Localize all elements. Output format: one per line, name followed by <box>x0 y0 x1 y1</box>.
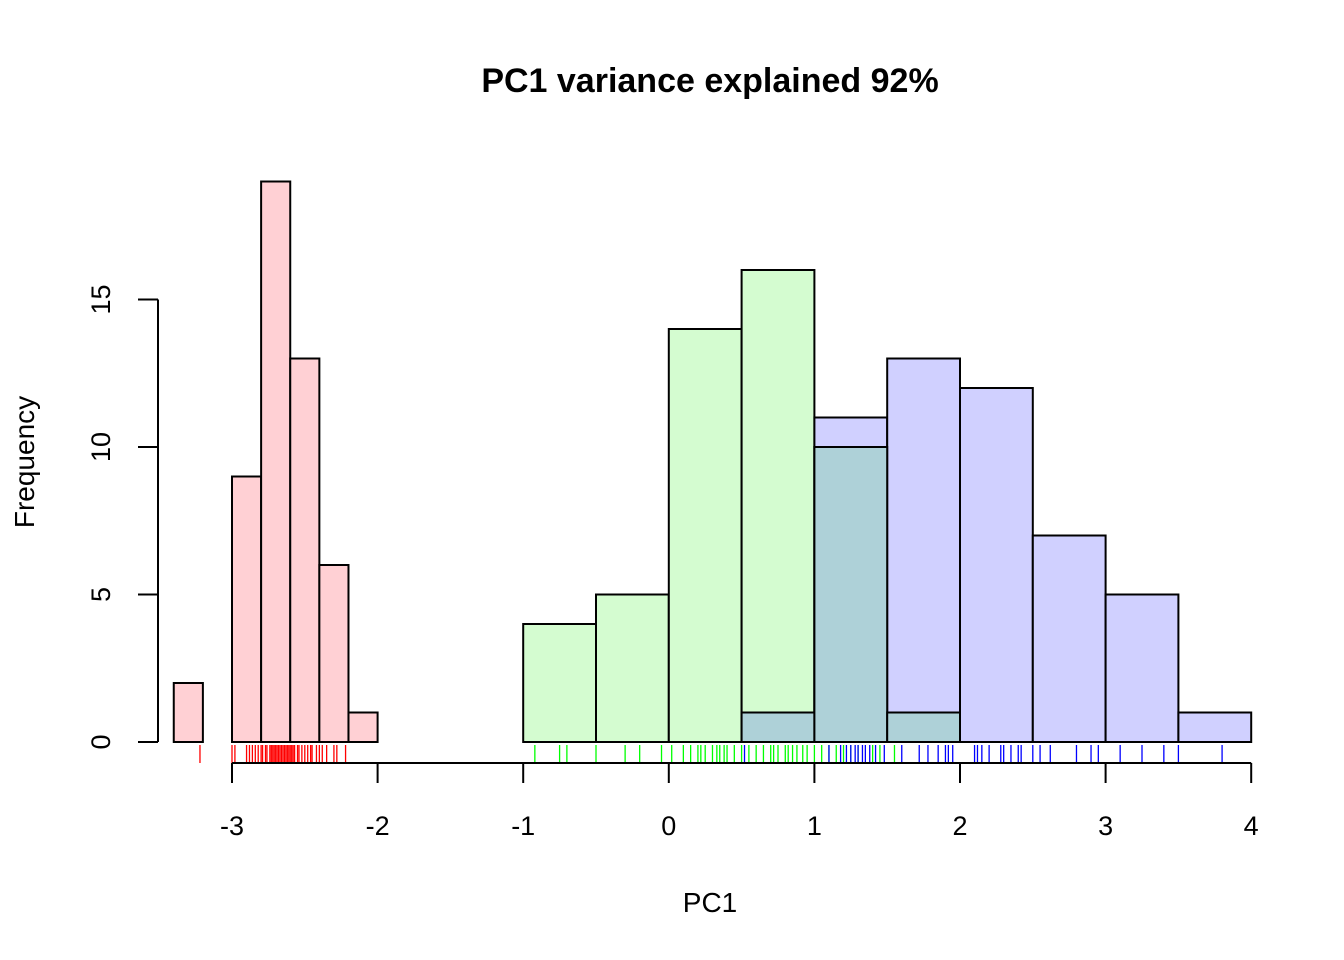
x-axis: -3 -2 -1 0 1 2 3 4 <box>220 762 1259 841</box>
x-tick-label: 2 <box>952 811 967 841</box>
bar-s1-3 <box>740 269 816 743</box>
x-tick-label: -3 <box>220 811 244 841</box>
bar-s0-5 <box>318 564 350 743</box>
y-tick-label: 5 <box>86 587 116 602</box>
bar-s0-6 <box>347 711 379 743</box>
bars-layer <box>172 180 1253 743</box>
y-tick-label: 10 <box>86 432 116 462</box>
x-axis-label: PC1 <box>683 887 737 918</box>
bar-s2-5 <box>1104 593 1180 743</box>
y-tick-label: 0 <box>86 734 116 749</box>
bar-overlap-4 <box>813 446 889 743</box>
x-tick-label: -1 <box>511 811 535 841</box>
bar-s0-4 <box>289 357 321 743</box>
x-tick-label: 0 <box>661 811 676 841</box>
bar-s2-3 <box>959 387 1034 743</box>
y-tick-label: 15 <box>86 284 116 314</box>
y-axis-label: Frequency <box>9 396 40 528</box>
bar-overlap-5 <box>886 711 962 743</box>
bar-s2-4 <box>1031 534 1107 743</box>
bar-s2-6 <box>1177 711 1253 743</box>
x-tick-label: 3 <box>1098 811 1113 841</box>
bar-overlap-3 <box>740 711 816 743</box>
rug-layer <box>199 745 1223 763</box>
y-axis: 0 5 10 15 <box>86 284 159 750</box>
x-tick-label: 1 <box>807 811 822 841</box>
bar-s2-2 <box>886 357 962 743</box>
x-tick-label: 4 <box>1244 811 1259 841</box>
bar-s0-2 <box>231 475 263 743</box>
chart-title: PC1 variance explained 92% <box>481 62 938 100</box>
bar-s0-3 <box>260 180 292 743</box>
bar-s1-1 <box>595 593 670 743</box>
x-tick-label: -2 <box>366 811 390 841</box>
bar-s1-0 <box>522 623 598 743</box>
bar-s0-0 <box>172 682 204 743</box>
bar-s1-2 <box>667 328 743 743</box>
